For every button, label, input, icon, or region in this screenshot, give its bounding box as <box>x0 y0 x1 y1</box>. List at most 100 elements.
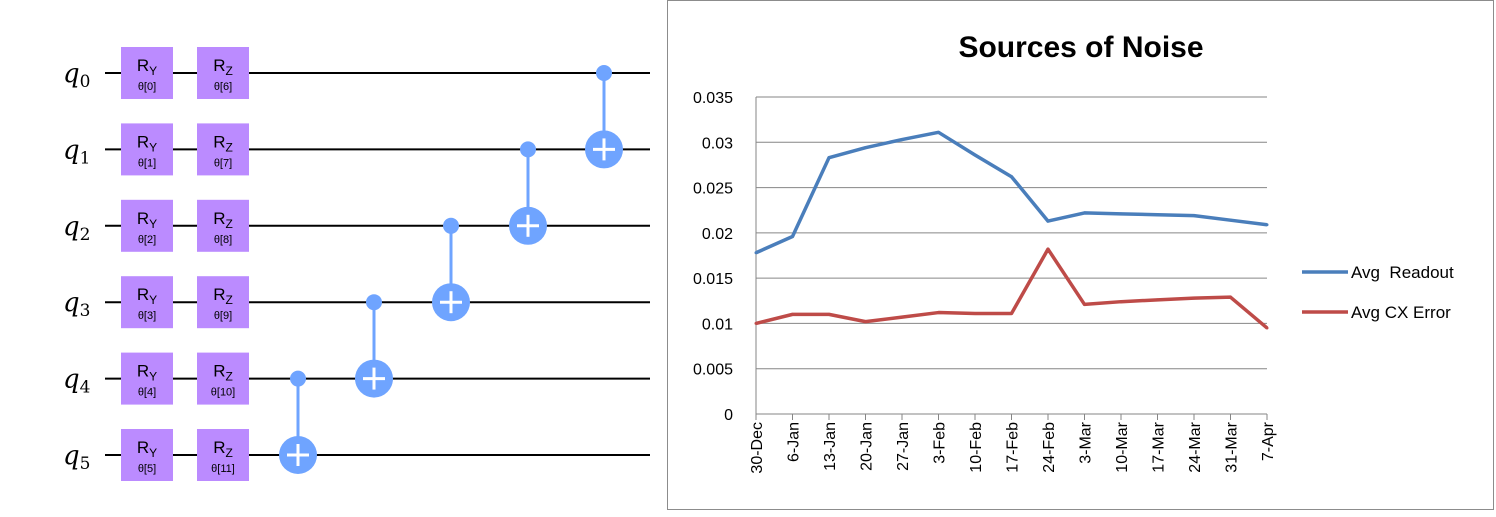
x-tick-label: 24-Feb <box>1041 422 1058 473</box>
data-point-s0 <box>937 130 940 134</box>
qubit-label-index: 2 <box>80 225 91 245</box>
data-point-s0 <box>827 156 831 160</box>
y-tick-label: 0.005 <box>693 362 733 379</box>
gate-label-sub: Z <box>225 293 232 307</box>
rz-gate-label: RZ <box>213 56 233 78</box>
gate-label-sub: Y <box>149 64 157 78</box>
rz-gate-label: RZ <box>213 132 233 154</box>
data-point-s1 <box>827 312 831 316</box>
noise-chart: Sources of Noise 0 0.005 0.01 0.015 0.02 0.025… <box>667 0 1494 510</box>
data-point-s1 <box>864 320 867 324</box>
data-point-s0 <box>1229 218 1232 222</box>
gate-label-base: R <box>213 285 225 304</box>
x-tick-label: 10-Mar <box>1114 421 1131 472</box>
qubit-label-index: 1 <box>80 148 91 168</box>
chart-title: Sources of Noise <box>958 31 1203 64</box>
qubit-label: q2 <box>63 212 90 245</box>
data-point-s1 <box>791 312 794 316</box>
cnot-control-dot <box>290 370 306 387</box>
data-point-s0 <box>864 146 867 150</box>
data-point-s0 <box>1265 223 1269 227</box>
y-tick-label: 0.03 <box>702 135 733 152</box>
data-point-s1 <box>900 315 904 319</box>
rz-gate-label: RZ <box>213 362 233 384</box>
series-line-1 <box>755 247 1269 330</box>
gate-label-sub: Y <box>149 217 157 231</box>
gate-label-base: R <box>137 56 149 75</box>
rz-gate-param: θ[8] <box>214 234 232 246</box>
rz-gate-label: RZ <box>213 209 233 231</box>
qubit-label-index: 4 <box>80 378 91 398</box>
gate-label-sub: Y <box>149 140 157 154</box>
gate-label-base: R <box>137 209 149 228</box>
data-point-s1 <box>1192 296 1196 300</box>
rz-gate <box>197 47 249 99</box>
qubit-label-name: q <box>63 59 80 89</box>
gate-label-base: R <box>137 362 149 381</box>
gate-label-base: R <box>137 132 149 151</box>
x-tick-label: 3-Feb <box>932 422 949 464</box>
rz-gate-param: θ[11] <box>211 463 235 475</box>
gate-label-base: R <box>213 438 225 457</box>
data-point-s0 <box>1046 219 1050 223</box>
gate-label-sub: Z <box>225 217 232 231</box>
legend-label-1: Avg CX Error <box>1351 303 1451 322</box>
gate-label-sub: Y <box>149 370 157 384</box>
ry-gate <box>121 429 173 481</box>
x-tick-label: 24-Mar <box>1187 421 1204 472</box>
gate-label-base: R <box>213 209 225 228</box>
data-point-s1 <box>1083 302 1086 306</box>
data-point-s1 <box>1046 247 1050 251</box>
data-point-s1 <box>1119 300 1123 304</box>
x-tick-label: 17-Feb <box>1005 422 1022 473</box>
data-point-s1 <box>1156 298 1159 302</box>
ry-gate <box>121 352 173 405</box>
x-tick-label: 7-Apr <box>1260 421 1277 461</box>
data-point-s1 <box>1010 311 1013 315</box>
x-tick-label: 3-Mar <box>1078 421 1095 463</box>
qubit-label: q5 <box>63 441 90 474</box>
rz-gate <box>197 429 249 481</box>
qubit-label-name: q <box>63 135 80 165</box>
gate-label-sub: Z <box>225 140 232 154</box>
rz-gate <box>197 352 249 405</box>
ry-gate-param: θ[1] <box>138 157 156 169</box>
ry-gate-label: RY <box>137 438 157 460</box>
data-point-s0 <box>973 153 977 157</box>
ry-gate-param: θ[2] <box>138 234 156 246</box>
ry-gate-param: θ[4] <box>138 387 156 399</box>
cnot-control-dot <box>443 217 459 234</box>
series-line-0 <box>755 130 1268 255</box>
cnot-control-dot <box>366 294 382 311</box>
gate-label-base: R <box>213 56 225 75</box>
ry-gate-param: θ[3] <box>138 310 156 322</box>
data-point-s1 <box>1229 295 1232 299</box>
rz-gate <box>197 199 249 252</box>
ry-gate <box>121 47 173 99</box>
circuit-diagram: q0q1q2q3q4q5RYθ[0]RYθ[1]RYθ[2]RYθ[3]RYθ[… <box>63 47 650 481</box>
data-point-s0 <box>900 138 904 142</box>
cnot-control-dot <box>520 141 536 158</box>
rz-gate-param: θ[9] <box>214 310 232 322</box>
data-point-s0 <box>1192 214 1196 218</box>
ry-gate-param: θ[0] <box>138 81 156 93</box>
data-point-s1 <box>973 311 977 315</box>
ry-gate-label: RY <box>137 285 157 307</box>
chart-plot-area: Sources of Noise 0 0.005 0.01 0.015 0.02 0.025… <box>693 31 1454 474</box>
gate-label-base: R <box>213 132 225 151</box>
x-tick-label: 27-Jan <box>895 422 912 471</box>
qubit-label-index: 5 <box>80 454 91 474</box>
x-tick-label: 17-Mar <box>1151 421 1168 472</box>
y-tick-label: 0.01 <box>702 316 733 333</box>
y-tick-label: 0.025 <box>693 181 733 198</box>
y-tick-label: 0 <box>724 407 733 424</box>
data-point-s1 <box>1265 326 1269 330</box>
gate-label-sub: Z <box>225 370 232 384</box>
data-point-s1 <box>754 321 758 325</box>
quantum-circuit: q0 q1 q2 q3 q4 q5 RY θ[0] RY θ[1] RY θ[2] RY θ[3] RY θ[… <box>0 0 660 512</box>
rz-gate-param: θ[7] <box>214 157 232 169</box>
data-point-s0 <box>754 251 758 255</box>
ry-gate-label: RY <box>137 362 157 384</box>
x-tick-label: 30-Dec <box>749 422 766 474</box>
rz-gate-param: θ[6] <box>214 81 232 93</box>
